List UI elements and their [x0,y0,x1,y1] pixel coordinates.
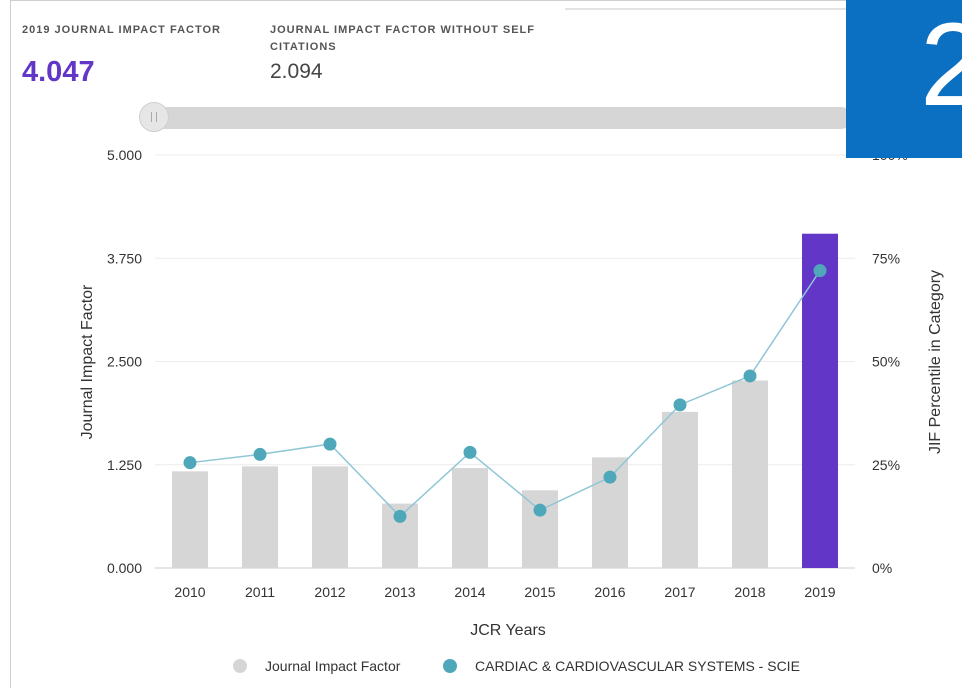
bar [522,490,558,568]
y-tick-label: 3.750 [107,250,142,266]
percentile-point [603,470,617,484]
divider [565,8,855,10]
x-tick-label: 2010 [174,584,205,600]
legend-bar-label: Journal Impact Factor [265,658,401,674]
y2-tick-label: 50% [872,354,900,370]
bar [802,233,838,568]
chart-panel [10,0,962,688]
x-tick-label: 2014 [454,584,485,600]
legend-line-marker [443,659,457,673]
bar [662,411,698,568]
x-axis-title: JCR Years [470,622,546,639]
x-tick-label: 2019 [804,584,835,600]
percentile-point [533,503,547,517]
x-tick-label: 2017 [664,584,695,600]
bar [732,380,768,568]
percentile-point [743,369,757,383]
percentile-point [253,447,267,461]
percentile-point [813,264,827,278]
bar [172,471,208,568]
percentile-point [183,456,197,470]
legend-line-label: CARDIAC & CARDIOVASCULAR SYSTEMS - SCIE [475,658,800,674]
x-tick-label: 2016 [594,584,625,600]
jif-without-self-citations-label: JOURNAL IMPACT FACTOR WITHOUT SELF CITAT… [270,24,535,53]
y-tick-label: 5.000 [107,147,142,163]
jif-label: 2019 JOURNAL IMPACT FACTOR [22,24,221,36]
percentile-point [393,509,407,523]
percentile-point [673,398,687,412]
y2-tick-label: 25% [872,457,900,473]
bar [242,466,278,568]
y-tick-label: 2.500 [107,354,142,370]
jif-value: 4.047 [22,56,95,88]
slider-handle[interactable] [139,102,169,132]
year-range-slider[interactable] [152,107,852,129]
percentile-line [189,270,821,518]
legend-bar-marker [233,659,247,673]
bar [452,468,488,568]
y-tick-label: 0.000 [107,560,142,576]
x-tick-label: 2012 [314,584,345,600]
y2-tick-label: 75% [872,250,900,266]
step-number-badge[interactable]: 2 [846,0,962,158]
x-tick-label: 2013 [384,584,415,600]
bar [312,466,348,568]
y-tick-label: 1.250 [107,457,142,473]
x-tick-label: 2015 [524,584,555,600]
jif-without-self-citations-value: 2.094 [270,60,323,83]
y2-axis-title: JIF Percentile in Category [927,270,944,454]
y2-tick-label: 0% [872,560,892,576]
percentile-point [463,445,477,459]
percentile-point [323,437,337,451]
x-tick-label: 2011 [245,584,275,600]
y-axis-title: Journal Impact Factor [79,284,96,439]
x-tick-label: 2018 [734,584,765,600]
